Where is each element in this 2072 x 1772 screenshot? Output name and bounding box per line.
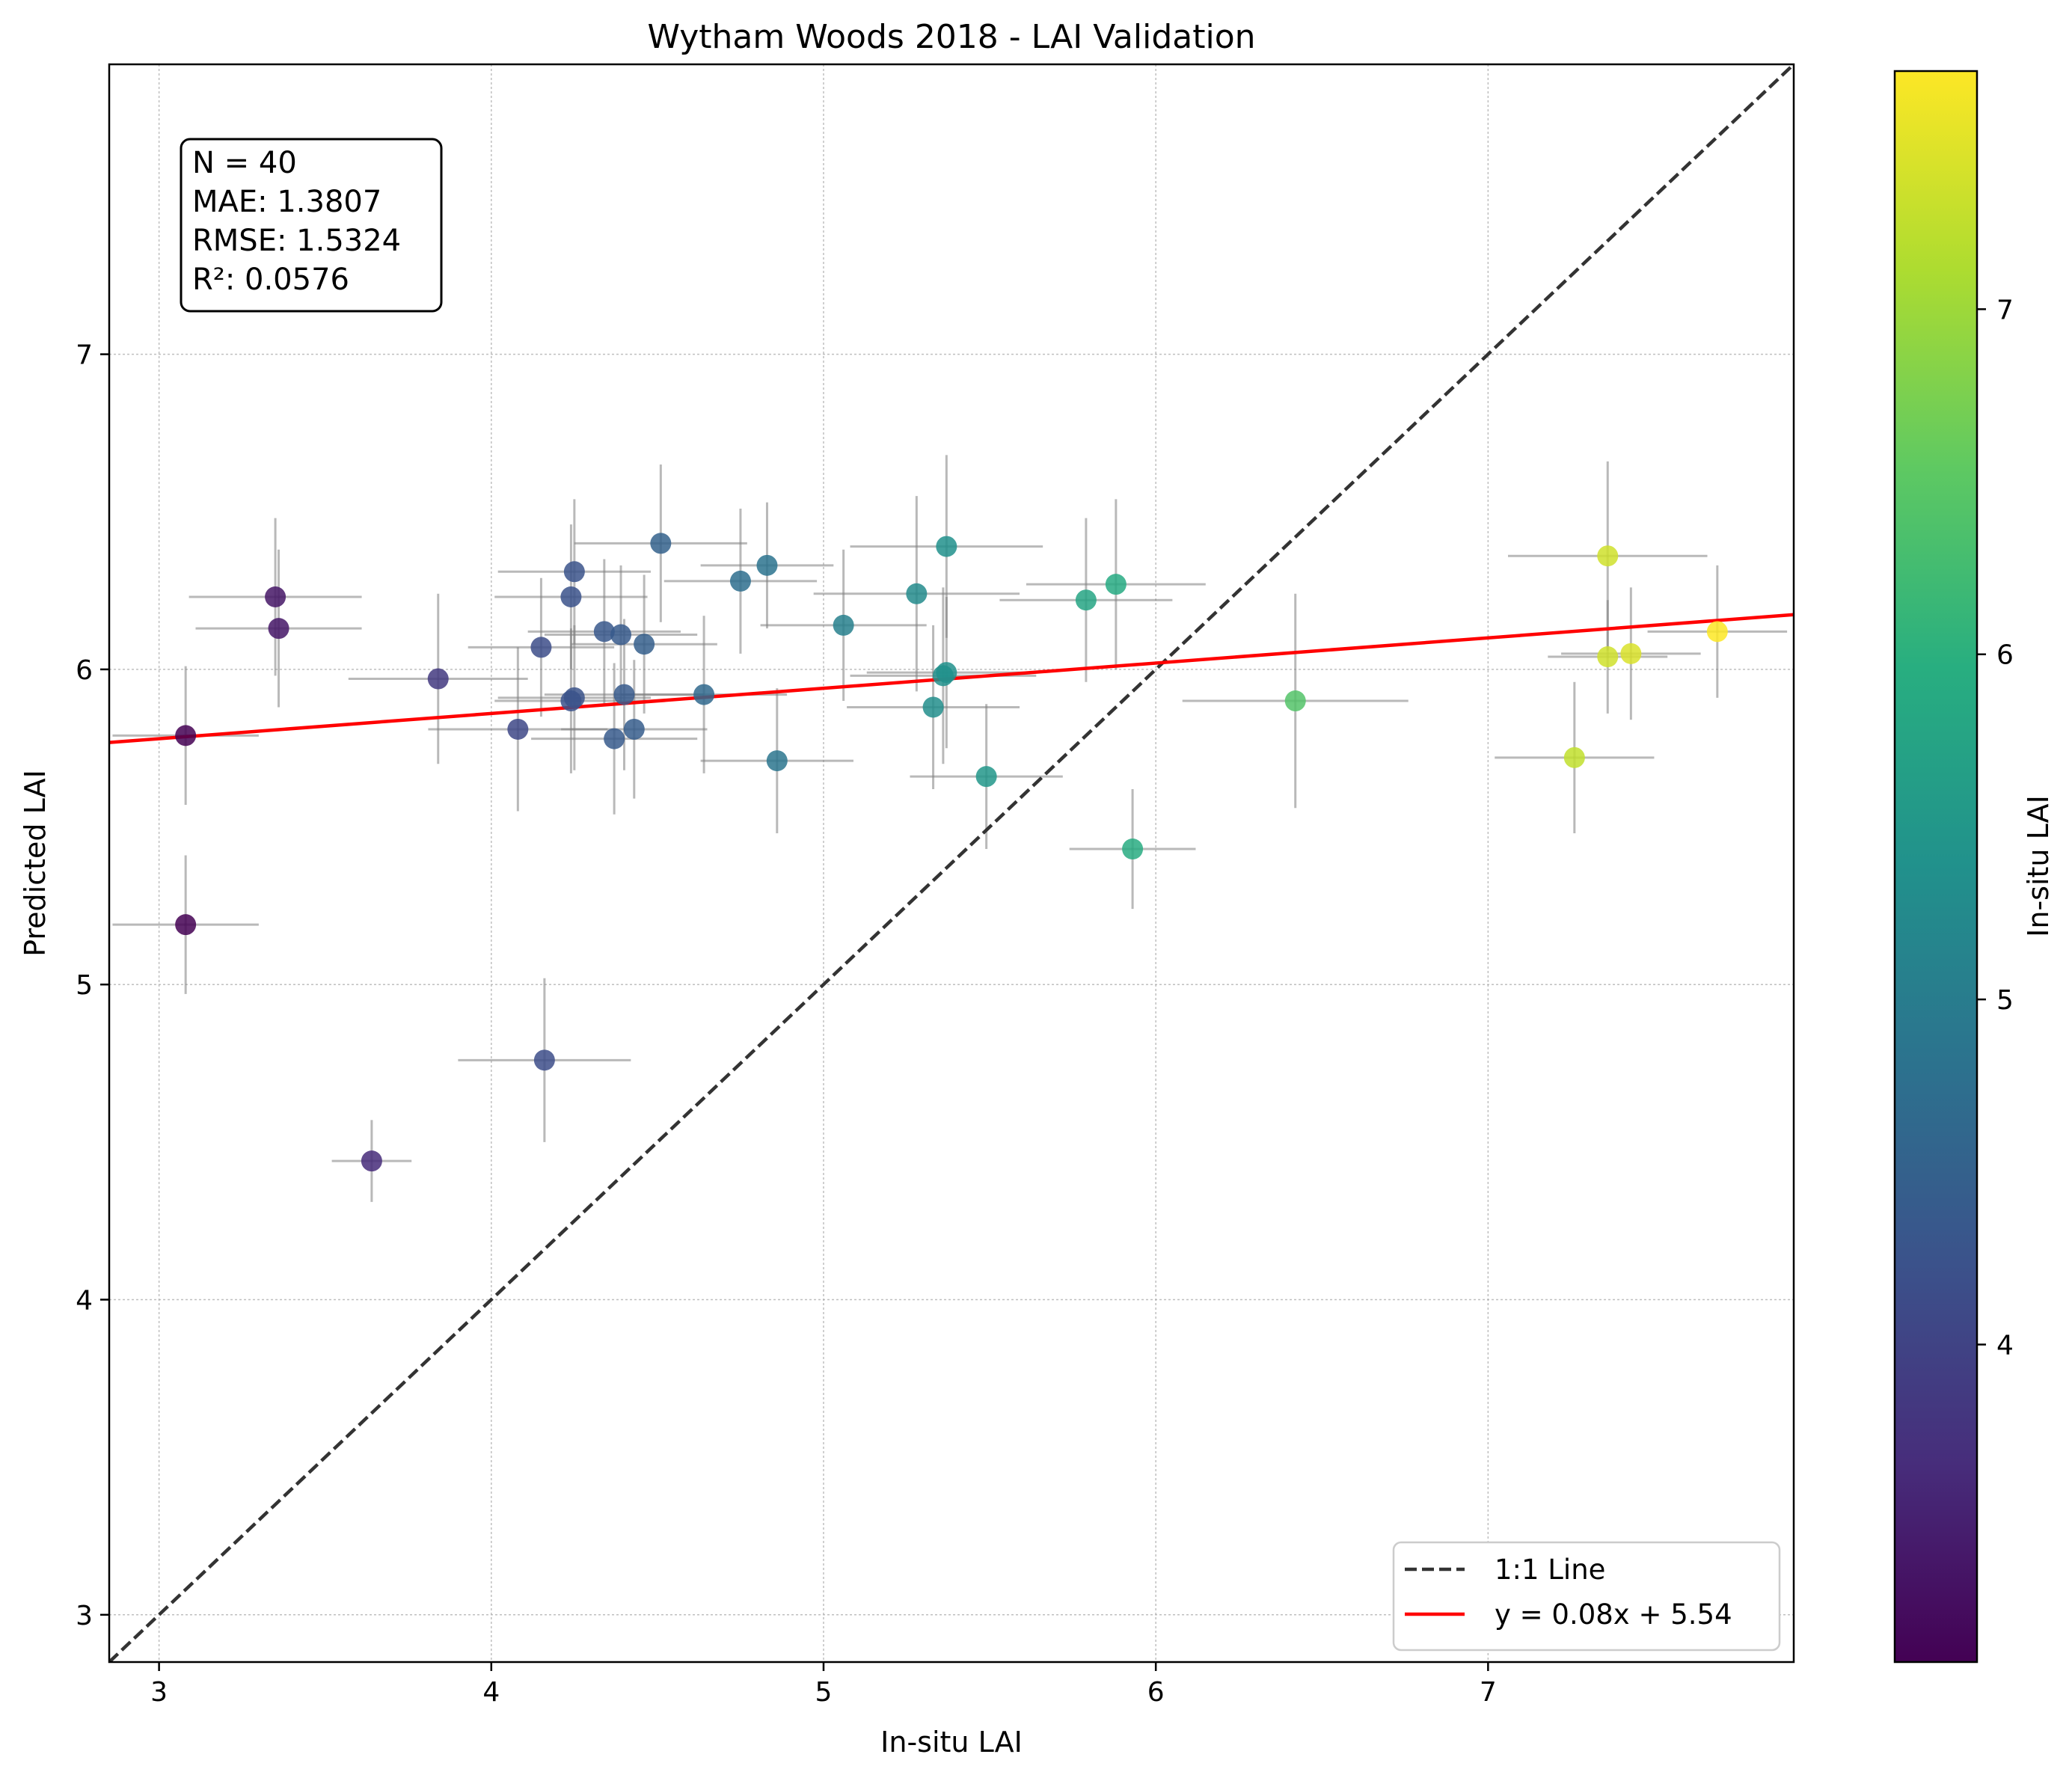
data-point bbox=[729, 570, 751, 592]
x-tick-label: 4 bbox=[482, 1677, 500, 1708]
colorbar-tick-label: 5 bbox=[1996, 985, 2014, 1016]
data-point bbox=[1620, 643, 1642, 664]
x-axis-label: In-situ LAI bbox=[880, 1726, 1023, 1759]
data-point bbox=[427, 668, 449, 690]
data-point bbox=[613, 684, 635, 705]
colorbar-tick-label: 7 bbox=[1996, 295, 2014, 325]
y-tick-label: 5 bbox=[76, 970, 93, 1001]
data-point bbox=[1105, 574, 1127, 595]
data-point bbox=[766, 750, 788, 772]
colorbar-ticks: 4 5 6 7 bbox=[1977, 295, 2014, 1361]
colorbar-label: In-situ LAI bbox=[2022, 795, 2055, 937]
data-point bbox=[693, 684, 715, 705]
data-point bbox=[922, 696, 944, 718]
stats-line: R²: 0.0576 bbox=[192, 263, 349, 297]
data-point bbox=[1563, 746, 1585, 768]
data-point bbox=[175, 914, 197, 936]
data-point bbox=[650, 533, 672, 554]
data-point bbox=[268, 618, 289, 640]
data-point bbox=[361, 1150, 382, 1172]
data-point bbox=[1075, 589, 1097, 611]
colorbar-tick-label: 6 bbox=[1996, 640, 2014, 671]
data-point bbox=[1597, 545, 1619, 567]
y-tick-label: 4 bbox=[76, 1286, 93, 1316]
colorbar-gradient bbox=[1893, 70, 1978, 1664]
data-point bbox=[560, 586, 582, 607]
y-tick-label: 7 bbox=[76, 340, 93, 371]
data-point bbox=[1284, 690, 1306, 712]
y-tick-label: 6 bbox=[76, 655, 93, 686]
data-point bbox=[634, 634, 655, 655]
data-point bbox=[593, 621, 615, 643]
stats-line: RMSE: 1.5324 bbox=[192, 224, 401, 258]
data-point bbox=[833, 614, 854, 636]
data-point bbox=[1597, 646, 1619, 668]
error-bars bbox=[112, 455, 1788, 1202]
x-tick-label: 7 bbox=[1480, 1677, 1497, 1708]
x-tick-label: 6 bbox=[1147, 1677, 1165, 1708]
one-to-one-line bbox=[109, 64, 1794, 1662]
legend: 1:1 Line y = 0.08x + 5.54 bbox=[1392, 1541, 1781, 1652]
data-point bbox=[975, 766, 997, 788]
data-point bbox=[1122, 839, 1144, 860]
y-axis-label: Predicted LAI bbox=[19, 770, 52, 957]
data-point bbox=[175, 725, 197, 746]
chart-title: Wytham Woods 2018 - LAI Validation bbox=[647, 18, 1255, 56]
colorbar-tick-label: 4 bbox=[1996, 1331, 2014, 1361]
data-point bbox=[533, 1049, 555, 1071]
data-point bbox=[756, 554, 778, 576]
data-point bbox=[936, 662, 957, 684]
data-point bbox=[265, 586, 286, 607]
x-tick-label: 5 bbox=[815, 1677, 833, 1708]
data-point bbox=[530, 637, 552, 658]
data-point bbox=[563, 687, 585, 708]
data-point bbox=[604, 728, 625, 749]
x-tick-label: 3 bbox=[150, 1677, 168, 1708]
data-points bbox=[175, 533, 1728, 1172]
data-point bbox=[563, 561, 585, 583]
data-point bbox=[936, 536, 957, 557]
data-point bbox=[507, 718, 529, 740]
plot-frame bbox=[108, 63, 1795, 1664]
x-axis-ticks: 3 4 5 6 7 bbox=[150, 1662, 1497, 1708]
legend-label-fit-line: y = 0.08x + 5.54 bbox=[1495, 1598, 1732, 1631]
colorbar: 4 5 6 7 In-situ LAI bbox=[1893, 70, 2055, 1664]
data-point bbox=[610, 624, 632, 646]
data-point bbox=[623, 718, 645, 740]
data-point bbox=[906, 583, 928, 604]
legend-label-one-to-one: 1:1 Line bbox=[1495, 1554, 1605, 1586]
data-point bbox=[1706, 621, 1728, 643]
y-axis-ticks: 3 4 5 6 7 bbox=[76, 340, 109, 1631]
stats-box: N = 40 MAE: 1.3807 RMSE: 1.5324 R²: 0.05… bbox=[180, 138, 443, 313]
stats-line: N = 40 bbox=[192, 146, 297, 180]
y-tick-label: 3 bbox=[76, 1601, 93, 1631]
grid-lines bbox=[109, 64, 1794, 1662]
stats-line: MAE: 1.3807 bbox=[192, 185, 381, 219]
